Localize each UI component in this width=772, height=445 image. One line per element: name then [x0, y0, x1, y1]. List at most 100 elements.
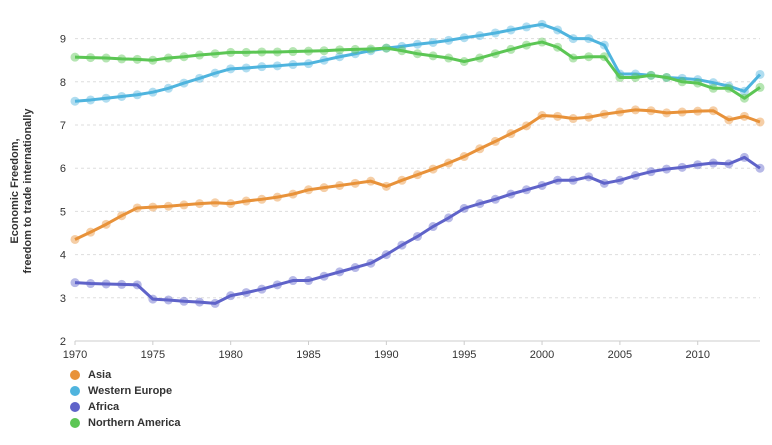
- data-point-asia[interactable]: [101, 219, 111, 229]
- data-point-western-europe[interactable]: [537, 19, 547, 29]
- data-point-asia[interactable]: [319, 183, 329, 193]
- data-point-northern-america[interactable]: [319, 46, 329, 56]
- data-point-northern-america[interactable]: [366, 44, 376, 54]
- data-point-western-europe[interactable]: [475, 31, 485, 41]
- data-point-western-europe[interactable]: [163, 83, 173, 93]
- data-point-africa[interactable]: [553, 175, 563, 185]
- data-point-africa[interactable]: [304, 276, 314, 286]
- data-point-africa[interactable]: [475, 199, 485, 209]
- data-point-africa[interactable]: [272, 280, 282, 290]
- data-point-asia[interactable]: [662, 108, 672, 118]
- data-point-northern-america[interactable]: [413, 49, 422, 59]
- data-point-western-europe[interactable]: [148, 87, 158, 97]
- data-point-western-europe[interactable]: [755, 69, 765, 79]
- data-point-asia[interactable]: [350, 178, 360, 188]
- data-point-africa[interactable]: [163, 295, 173, 305]
- data-point-asia[interactable]: [195, 199, 205, 209]
- data-point-northern-america[interactable]: [397, 46, 407, 56]
- data-point-asia[interactable]: [599, 109, 609, 119]
- data-point-western-europe[interactable]: [350, 49, 360, 59]
- data-point-africa[interactable]: [319, 271, 329, 281]
- data-point-africa[interactable]: [459, 203, 469, 213]
- data-point-asia[interactable]: [86, 227, 96, 237]
- data-point-asia[interactable]: [381, 181, 391, 191]
- data-point-northern-america[interactable]: [739, 93, 749, 103]
- data-point-asia[interactable]: [521, 121, 531, 131]
- data-point-africa[interactable]: [537, 180, 547, 190]
- data-point-asia[interactable]: [397, 175, 407, 185]
- data-point-asia[interactable]: [241, 196, 251, 206]
- data-point-western-europe[interactable]: [226, 64, 236, 74]
- data-point-western-europe[interactable]: [117, 91, 127, 101]
- data-point-asia[interactable]: [724, 115, 734, 125]
- data-point-northern-america[interactable]: [86, 53, 96, 63]
- data-point-africa[interactable]: [241, 288, 251, 298]
- data-point-africa[interactable]: [195, 297, 205, 307]
- data-point-western-europe[interactable]: [272, 61, 282, 71]
- data-point-africa[interactable]: [179, 296, 189, 306]
- data-point-africa[interactable]: [739, 152, 749, 162]
- data-point-africa[interactable]: [148, 294, 158, 304]
- data-point-western-europe[interactable]: [304, 59, 314, 69]
- data-point-asia[interactable]: [568, 114, 578, 124]
- data-point-northern-america[interactable]: [70, 52, 80, 62]
- data-point-western-europe[interactable]: [179, 78, 189, 88]
- data-point-africa[interactable]: [584, 172, 594, 182]
- data-point-asia[interactable]: [444, 158, 454, 168]
- data-point-asia[interactable]: [148, 202, 158, 212]
- data-point-asia[interactable]: [226, 199, 236, 209]
- data-point-asia[interactable]: [693, 106, 703, 116]
- data-point-africa[interactable]: [599, 178, 609, 188]
- data-point-northern-america[interactable]: [755, 82, 765, 92]
- data-point-asia[interactable]: [304, 185, 314, 195]
- data-point-africa[interactable]: [210, 298, 220, 308]
- data-point-asia[interactable]: [475, 144, 485, 154]
- data-point-northern-america[interactable]: [521, 40, 531, 50]
- data-point-africa[interactable]: [630, 171, 640, 181]
- data-point-africa[interactable]: [490, 194, 500, 204]
- data-point-asia[interactable]: [163, 201, 173, 211]
- data-point-asia[interactable]: [117, 211, 127, 221]
- data-point-africa[interactable]: [677, 162, 687, 172]
- data-point-asia[interactable]: [459, 152, 469, 162]
- data-point-northern-america[interactable]: [272, 47, 282, 57]
- data-point-africa[interactable]: [615, 175, 625, 185]
- data-point-africa[interactable]: [101, 279, 111, 289]
- data-point-western-europe[interactable]: [210, 68, 220, 78]
- data-point-asia[interactable]: [630, 105, 640, 115]
- data-point-northern-america[interactable]: [724, 83, 734, 93]
- data-point-africa[interactable]: [132, 280, 142, 290]
- data-point-asia[interactable]: [615, 107, 625, 117]
- legend-item-africa[interactable]: Africa: [70, 399, 181, 415]
- data-point-northern-america[interactable]: [132, 54, 142, 64]
- data-point-northern-america[interactable]: [381, 43, 391, 53]
- data-point-northern-america[interactable]: [257, 47, 267, 57]
- data-point-northern-america[interactable]: [646, 70, 656, 80]
- data-point-africa[interactable]: [646, 167, 656, 177]
- data-point-western-europe[interactable]: [708, 78, 718, 88]
- legend-item-northern-america[interactable]: Northern America: [70, 415, 181, 431]
- data-point-africa[interactable]: [428, 222, 438, 232]
- data-point-northern-america[interactable]: [241, 47, 251, 57]
- data-point-asia[interactable]: [413, 170, 422, 180]
- data-point-northern-america[interactable]: [335, 45, 345, 55]
- data-point-africa[interactable]: [397, 240, 407, 250]
- data-point-northern-america[interactable]: [350, 44, 360, 54]
- data-point-northern-america[interactable]: [693, 78, 703, 88]
- data-point-asia[interactable]: [553, 111, 563, 121]
- data-point-africa[interactable]: [117, 279, 127, 289]
- data-point-western-europe[interactable]: [397, 41, 407, 51]
- data-point-northern-america[interactable]: [101, 53, 111, 63]
- data-point-northern-america[interactable]: [708, 83, 718, 93]
- data-point-western-europe[interactable]: [86, 95, 96, 105]
- data-point-northern-america[interactable]: [568, 53, 578, 63]
- data-point-asia[interactable]: [677, 107, 687, 117]
- data-point-northern-america[interactable]: [428, 51, 438, 61]
- data-point-asia[interactable]: [335, 180, 345, 190]
- data-point-northern-america[interactable]: [584, 52, 594, 62]
- data-point-northern-america[interactable]: [117, 54, 127, 64]
- data-point-asia[interactable]: [755, 117, 765, 127]
- data-point-asia[interactable]: [490, 136, 500, 146]
- data-point-northern-america[interactable]: [444, 53, 454, 63]
- data-point-western-europe[interactable]: [101, 93, 111, 103]
